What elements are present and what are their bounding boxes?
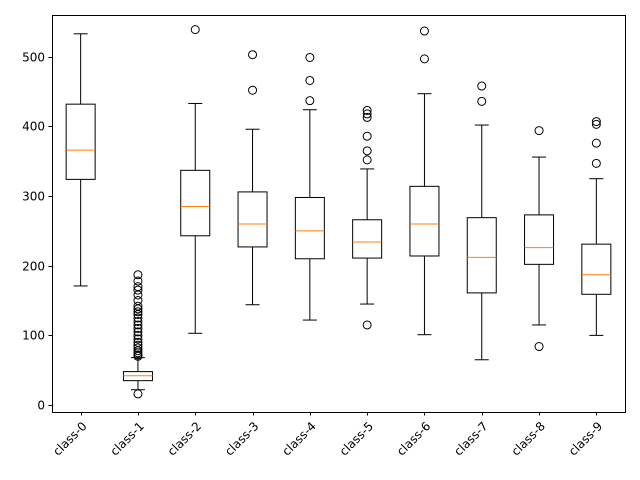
outlier-point xyxy=(362,131,372,141)
outlier-point xyxy=(362,155,372,165)
outlier-point xyxy=(305,96,315,106)
outlier-point xyxy=(190,25,200,35)
box-class-1 xyxy=(122,270,153,399)
outlier-point xyxy=(133,270,143,280)
outlier-point xyxy=(362,105,372,115)
y-tick-label: 200 xyxy=(22,260,45,274)
outlier-point xyxy=(133,330,143,340)
outlier-point xyxy=(248,85,258,95)
outlier-point xyxy=(591,138,601,148)
plot-frame xyxy=(52,15,626,413)
iqr-box xyxy=(237,191,268,248)
outlier-point xyxy=(133,327,143,337)
box-class-0 xyxy=(65,33,96,287)
outlier-point xyxy=(133,337,143,347)
outlier-point xyxy=(133,389,143,399)
y-tick-label: 0 xyxy=(37,399,45,413)
box-class-6 xyxy=(409,26,440,336)
y-tick-label: 100 xyxy=(22,329,45,343)
y-tick-label: 300 xyxy=(22,190,45,204)
y-tick-label: 400 xyxy=(22,120,45,134)
box-class-8 xyxy=(524,126,555,352)
box-class-9 xyxy=(581,117,612,336)
outlier-point xyxy=(133,340,143,350)
box-class-7 xyxy=(466,81,497,361)
outlier-point xyxy=(362,109,372,119)
outlier-point xyxy=(362,320,372,330)
outlier-point xyxy=(305,75,315,85)
y-axis: 0 100 200 300 400 500 xyxy=(22,51,52,413)
iqr-box xyxy=(352,219,383,259)
outlier-point xyxy=(591,158,601,168)
outlier-point xyxy=(133,343,143,353)
outlier-point xyxy=(477,81,487,91)
box-class-5 xyxy=(352,105,383,330)
outlier-point xyxy=(419,26,429,36)
outlier-point xyxy=(133,296,143,306)
outlier-point xyxy=(362,112,372,122)
iqr-box xyxy=(180,169,211,237)
iqr-box xyxy=(294,196,325,260)
iqr-box xyxy=(524,214,555,265)
iqr-box xyxy=(466,217,497,294)
plot-content xyxy=(65,25,612,399)
iqr-box xyxy=(65,103,96,180)
box-class-2 xyxy=(180,25,211,334)
outlier-point xyxy=(477,96,487,106)
outlier-point xyxy=(248,50,258,60)
iqr-box xyxy=(581,243,612,295)
outlier-point xyxy=(591,119,601,129)
outlier-point xyxy=(362,146,372,156)
outlier-point xyxy=(534,126,544,136)
outlier-point xyxy=(133,307,143,317)
outlier-point xyxy=(133,320,143,330)
outlier-point xyxy=(133,334,143,344)
outlier-point xyxy=(534,342,544,352)
outlier-point xyxy=(591,117,601,127)
outlier-point xyxy=(133,350,143,360)
box-class-4 xyxy=(294,52,325,321)
box-class-3 xyxy=(237,50,268,306)
outlier-point xyxy=(133,323,143,333)
outlier-point xyxy=(133,276,143,286)
outlier-point xyxy=(133,285,143,295)
iqr-box xyxy=(409,185,440,257)
outlier-point xyxy=(133,282,143,292)
outlier-point xyxy=(305,52,315,62)
y-tick-label: 500 xyxy=(22,51,45,65)
outlier-point xyxy=(133,313,143,323)
outlier-point xyxy=(419,54,429,64)
outlier-point xyxy=(133,316,143,326)
outlier-point xyxy=(133,301,143,311)
